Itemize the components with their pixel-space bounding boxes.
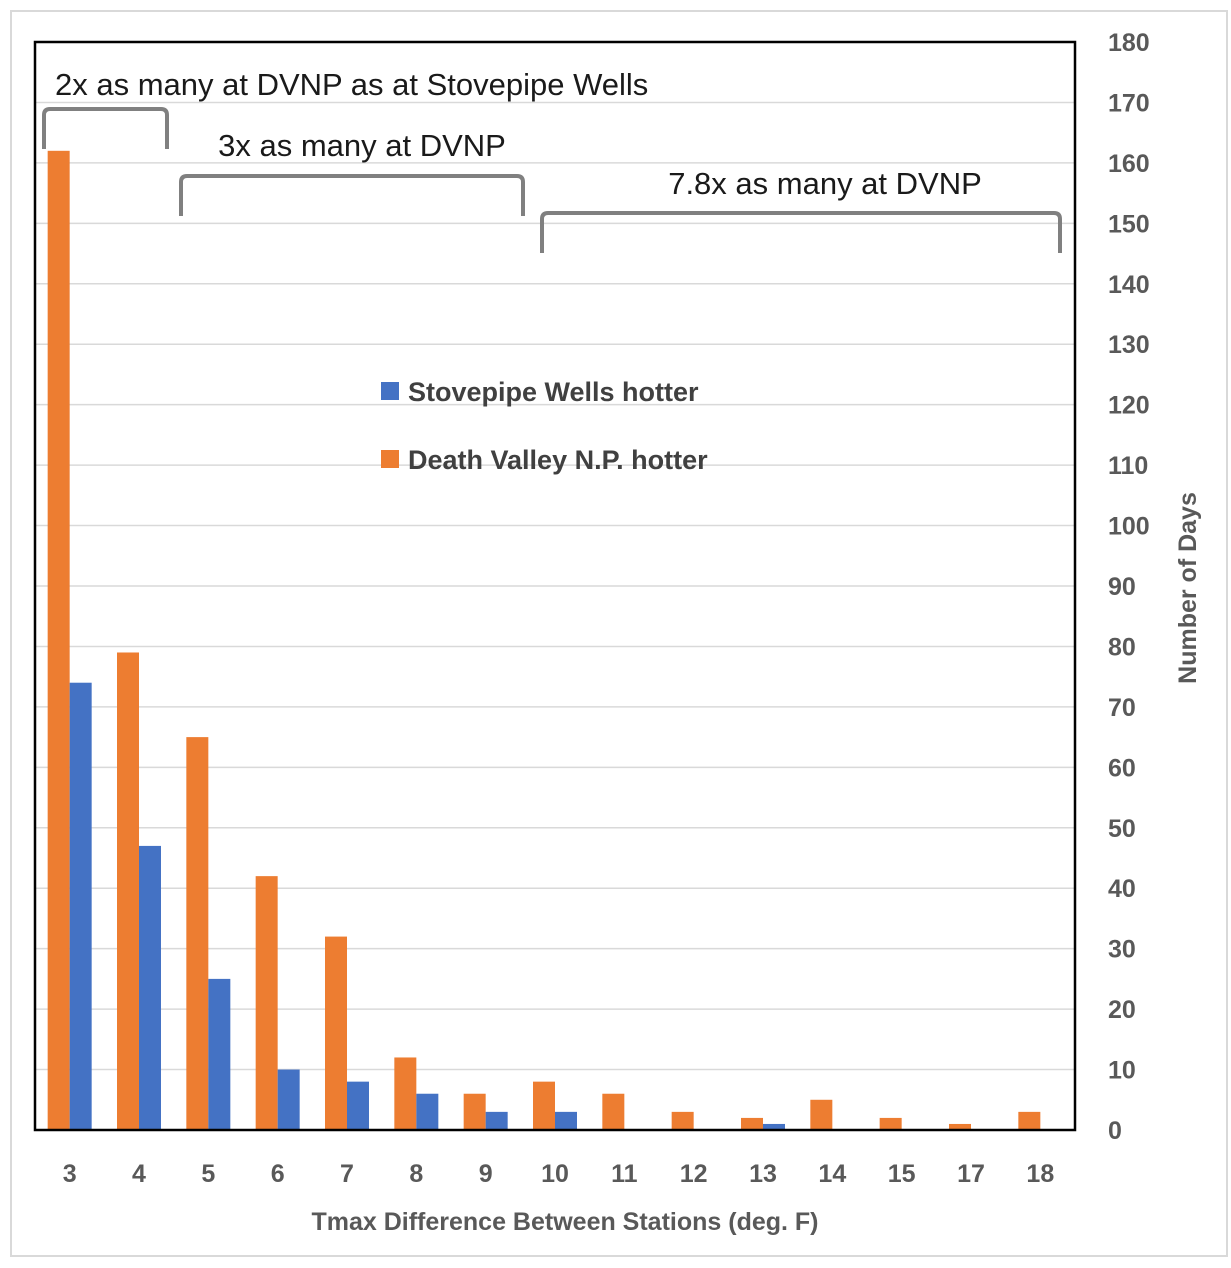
y-tick-label: 130 bbox=[1108, 331, 1150, 359]
x-tick-label: 18 bbox=[1026, 1160, 1054, 1188]
bar-stovepipe-wells-4 bbox=[139, 845, 161, 1130]
y-axis-ticks: 0 10 20 30 40 50 60 70 80 90 100 110 120 130 140 150 160… bbox=[1108, 29, 1150, 1145]
x-tick-label: 4 bbox=[132, 1160, 146, 1188]
bar-death-valley-np-9 bbox=[463, 1093, 486, 1130]
annotation-bracket bbox=[42, 107, 169, 149]
bar-death-valley-np-7 bbox=[325, 936, 347, 1130]
bar-stovepipe-wells-13 bbox=[763, 1123, 785, 1130]
y-tick-label: 0 bbox=[1108, 1117, 1122, 1145]
plot-area-border bbox=[33, 40, 1077, 1132]
bar-death-valley-np-13 bbox=[741, 1117, 763, 1130]
y-tick-label: 90 bbox=[1108, 573, 1136, 601]
y-tick-label: 160 bbox=[1108, 150, 1150, 178]
bar-death-valley-np-15 bbox=[879, 1117, 902, 1130]
y-tick-label: 150 bbox=[1108, 210, 1150, 238]
y-tick-label: 50 bbox=[1108, 815, 1136, 843]
annotation-label: 7.8x as many at DVNP bbox=[668, 166, 982, 201]
y-tick-label: 100 bbox=[1108, 513, 1150, 541]
x-tick-label: 15 bbox=[888, 1160, 916, 1188]
legend-label: Stovepipe Wells hotter bbox=[408, 377, 699, 407]
y-tick-label: 20 bbox=[1108, 996, 1136, 1024]
x-tick-label: 8 bbox=[409, 1160, 423, 1188]
x-tick-label: 12 bbox=[680, 1160, 708, 1188]
bar-death-valley-np-10 bbox=[533, 1081, 555, 1130]
y-tick-label: 30 bbox=[1108, 936, 1136, 964]
bar-death-valley-np-11 bbox=[602, 1093, 625, 1130]
x-axis-title: Tmax Difference Between Stations (deg. F… bbox=[311, 1208, 818, 1236]
annotation-label: 3x as many at DVNP bbox=[218, 128, 506, 163]
y-tick-label: 70 bbox=[1108, 694, 1136, 722]
y-tick-label: 180 bbox=[1108, 29, 1150, 57]
bar-stovepipe-wells-7 bbox=[347, 1081, 369, 1130]
y-tick-label: 170 bbox=[1108, 89, 1150, 117]
bar-death-valley-np-17 bbox=[949, 1123, 971, 1130]
bar-death-valley-np-4 bbox=[117, 652, 139, 1130]
y-tick-label: 80 bbox=[1108, 633, 1136, 661]
annotations: 2x as many at DVNP as at Stovepipe Wells… bbox=[42, 67, 1062, 253]
bar-stovepipe-wells-3 bbox=[69, 682, 92, 1130]
bar-death-valley-np-12 bbox=[671, 1111, 694, 1130]
bar-stovepipe-wells-9 bbox=[485, 1111, 508, 1130]
bar-stovepipe-wells-8 bbox=[416, 1093, 439, 1130]
x-tick-label: 5 bbox=[201, 1160, 215, 1188]
bar-death-valley-np-18 bbox=[1018, 1111, 1041, 1130]
y-tick-label: 10 bbox=[1108, 1057, 1136, 1085]
legend: Stovepipe Wells hotter Death Valley N.P. … bbox=[381, 377, 708, 475]
x-tick-label: 3 bbox=[63, 1160, 77, 1188]
legend-swatch bbox=[381, 450, 399, 468]
bar-death-valley-np-3 bbox=[47, 150, 70, 1131]
bar-death-valley-np-5 bbox=[186, 737, 209, 1130]
bar-death-valley-np-14 bbox=[810, 1099, 833, 1130]
bar-death-valley-np-6 bbox=[255, 876, 278, 1130]
annotation-bracket bbox=[179, 174, 525, 216]
bar-stovepipe-wells-10 bbox=[555, 1111, 577, 1130]
annotation-label: 2x as many at DVNP as at Stovepipe Wells bbox=[55, 67, 648, 102]
x-tick-label: 7 bbox=[340, 1160, 354, 1188]
y-tick-label: 140 bbox=[1108, 271, 1150, 299]
x-tick-label: 9 bbox=[479, 1160, 493, 1188]
x-axis-ticks: 3 4 5 6 7 8 9 10 11 12 13 14 15 17 18 bbox=[63, 1160, 1055, 1188]
y-tick-label: 40 bbox=[1108, 875, 1136, 903]
x-tick-label: 6 bbox=[271, 1160, 285, 1188]
annotation-bracket bbox=[540, 211, 1062, 253]
y-tick-label: 110 bbox=[1108, 452, 1148, 480]
bars bbox=[47, 150, 1041, 1131]
y-tick-label: 120 bbox=[1108, 392, 1150, 420]
x-tick-label: 10 bbox=[541, 1160, 569, 1188]
y-axis-title: Number of Days bbox=[1174, 492, 1202, 684]
x-tick-label: 14 bbox=[818, 1160, 846, 1188]
y-tick-label: 60 bbox=[1108, 754, 1136, 782]
x-tick-label: 17 bbox=[957, 1160, 985, 1188]
x-tick-label: 11 bbox=[611, 1160, 638, 1188]
legend-swatch bbox=[381, 382, 399, 400]
x-tick-label: 13 bbox=[749, 1160, 777, 1188]
bar-stovepipe-wells-5 bbox=[208, 978, 231, 1130]
gridlines bbox=[35, 101, 1075, 1071]
legend-label: Death Valley N.P. hotter bbox=[408, 445, 708, 475]
bar-stovepipe-wells-6 bbox=[277, 1069, 300, 1130]
bar-death-valley-np-8 bbox=[394, 1057, 417, 1130]
